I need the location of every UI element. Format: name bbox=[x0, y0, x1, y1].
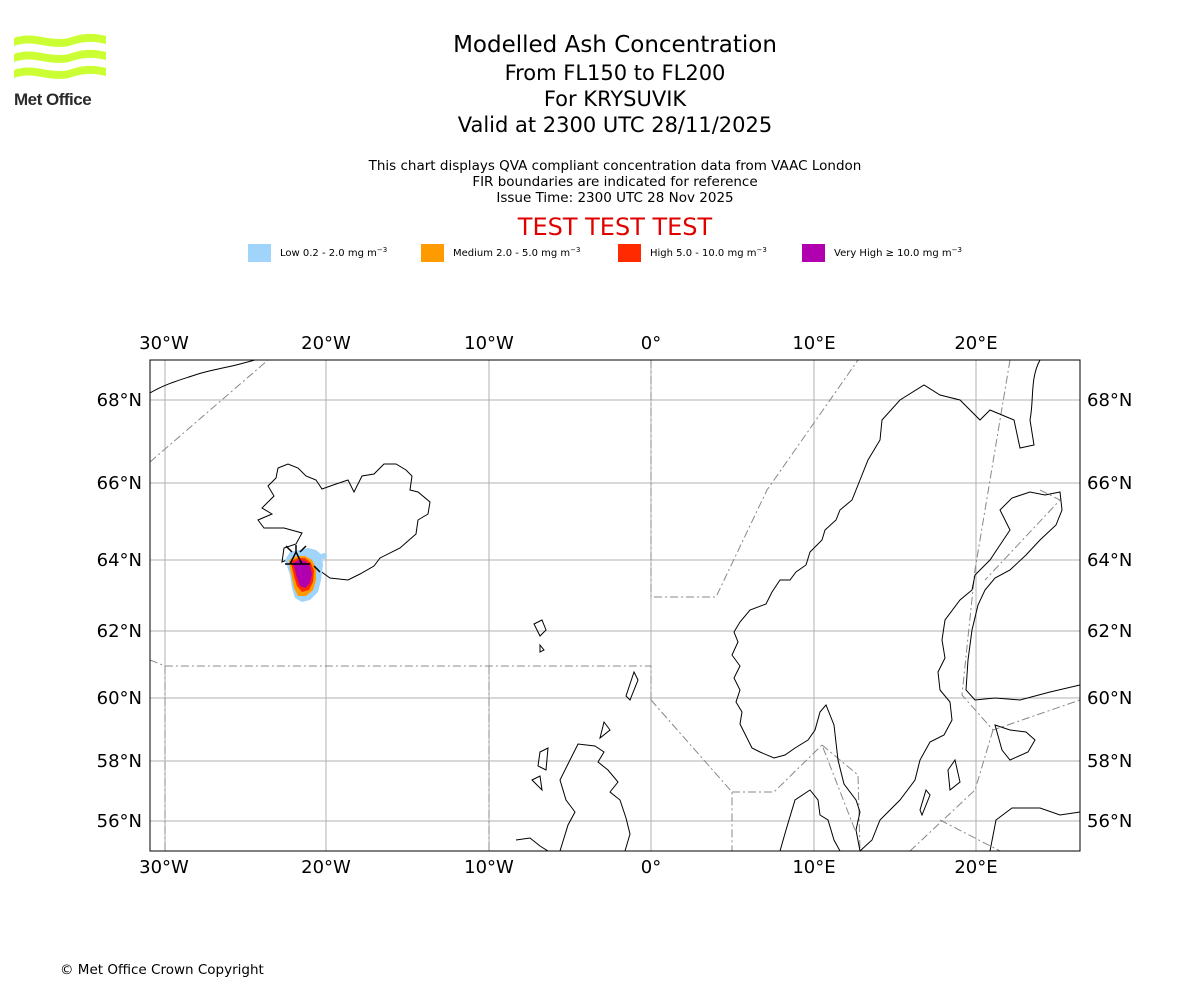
map-frame bbox=[149, 359, 1081, 852]
chart-info: This chart displays QVA compliant concen… bbox=[0, 158, 1200, 206]
info-line-2: FIR boundaries are indicated for referen… bbox=[472, 174, 758, 190]
legend-label-medium: Medium 2.0 - 5.0 mg m−3 bbox=[453, 246, 581, 259]
lat-label-left-68n: 68°N bbox=[97, 390, 142, 411]
flight-levels: From FL150 to FL200 bbox=[504, 61, 726, 85]
ireland-north-coast bbox=[515, 837, 549, 851]
lon-label-bottom-10w: 10°W bbox=[464, 857, 514, 878]
legend-label-low: Low 0.2 - 2.0 mg m−3 bbox=[280, 246, 388, 259]
lon-label-top-0: 0° bbox=[641, 333, 661, 354]
met-office-logo: Met Office bbox=[14, 30, 114, 112]
lat-label-right-64n: 64°N bbox=[1087, 550, 1132, 571]
test-banner: TEST TEST TEST bbox=[517, 213, 713, 241]
lat-label-right-60n: 60°N bbox=[1087, 688, 1132, 709]
legend-swatch-low bbox=[248, 244, 271, 262]
fir-boundary-baltic-south bbox=[939, 819, 1001, 851]
fir-boundary-sweden-finland bbox=[961, 360, 1080, 731]
orkney-coast bbox=[599, 720, 611, 740]
lat-label-right-62n: 62°N bbox=[1087, 621, 1132, 642]
valid-time: Valid at 2300 UTC 28/11/2025 bbox=[457, 113, 773, 137]
lon-label-bottom-30w: 30°W bbox=[139, 857, 189, 878]
lon-label-bottom-10e: 10°E bbox=[792, 857, 835, 878]
shetland-coast bbox=[625, 670, 639, 701]
legend-label-very-high: Very High ≥ 10.0 mg m−3 bbox=[834, 246, 962, 259]
info-line-3: Issue Time: 2300 UTC 28 Nov 2025 bbox=[496, 190, 734, 206]
lat-label-right-68n: 68°N bbox=[1087, 390, 1132, 411]
fir-boundary-north-atlantic bbox=[150, 360, 269, 463]
denmark-coast bbox=[779, 789, 841, 851]
greenland-coast bbox=[150, 360, 256, 394]
lat-label-left-56n: 56°N bbox=[97, 811, 142, 832]
volcano-marker-icon bbox=[285, 545, 321, 573]
fir-boundary-baltic bbox=[909, 729, 994, 851]
gotland-coast bbox=[947, 758, 961, 791]
chart-header: Modelled Ash Concentration From FL150 to… bbox=[0, 30, 1200, 138]
legend-swatch-medium bbox=[421, 244, 444, 262]
fir-boundary-gulf bbox=[984, 489, 1061, 581]
ash-plume bbox=[285, 548, 327, 602]
norway-coast bbox=[731, 360, 1080, 851]
copyright: © Met Office Crown Copyright bbox=[60, 962, 264, 978]
lon-label-top-10e: 10°E bbox=[792, 333, 835, 354]
logo-text: Met Office bbox=[14, 90, 92, 109]
lat-label-right-66n: 66°N bbox=[1087, 473, 1132, 494]
fir-boundary-denmark bbox=[732, 744, 856, 831]
baltic-states-coast bbox=[989, 807, 1080, 851]
lat-label-left-58n: 58°N bbox=[97, 751, 142, 772]
ash-very-high-region bbox=[293, 560, 312, 588]
lon-label-bottom-20w: 20°W bbox=[301, 857, 351, 878]
coastlines bbox=[150, 360, 1080, 851]
lon-label-top-20w: 20°W bbox=[301, 333, 351, 354]
fir-boundary-north-sea bbox=[650, 699, 733, 851]
iceland-coast bbox=[257, 463, 431, 581]
gridlines bbox=[150, 360, 1080, 851]
lat-label-left-62n: 62°N bbox=[97, 621, 142, 642]
sweden-finland-coast bbox=[859, 491, 1080, 851]
lon-label-top-10w: 10°W bbox=[464, 333, 514, 354]
info-line-1: This chart displays QVA compliant concen… bbox=[368, 158, 862, 174]
map-contents bbox=[150, 360, 1080, 851]
fir-boundary-shanwick bbox=[150, 659, 652, 700]
chart-title: Modelled Ash Concentration bbox=[453, 32, 777, 58]
lat-label-right-58n: 58°N bbox=[1087, 751, 1132, 772]
fir-boundary-norway bbox=[650, 360, 859, 598]
legend-swatch-high bbox=[618, 244, 641, 262]
lat-label-left-64n: 64°N bbox=[97, 550, 142, 571]
scotland-coast bbox=[559, 743, 631, 851]
faroe-islands-coast bbox=[533, 619, 547, 653]
lat-label-left-66n: 66°N bbox=[97, 473, 142, 494]
map-axis-labels: 30°W 20°W 10°W 0° 10°E 20°E 30°W 20°W 10… bbox=[97, 333, 1133, 878]
fir-boundary-skagerrak bbox=[821, 744, 861, 851]
met-office-waves-icon bbox=[14, 33, 106, 80]
hebrides-coast bbox=[531, 747, 549, 792]
lon-label-top-20e: 20°E bbox=[954, 333, 997, 354]
lon-label-top-30w: 30°W bbox=[139, 333, 189, 354]
lat-label-left-60n: 60°N bbox=[97, 688, 142, 709]
estonia-coast bbox=[994, 724, 1036, 761]
oland-coast bbox=[919, 788, 931, 817]
ash-low-patch bbox=[321, 553, 327, 559]
lon-label-bottom-20e: 20°E bbox=[954, 857, 997, 878]
lon-label-bottom-0: 0° bbox=[641, 857, 661, 878]
fir-boundaries bbox=[150, 360, 1080, 851]
lat-label-right-56n: 56°N bbox=[1087, 811, 1132, 832]
legend-label-high: High 5.0 - 10.0 mg m−3 bbox=[650, 246, 767, 259]
volcano-name: For KRYSUVIK bbox=[543, 87, 687, 111]
legend-swatch-very-high bbox=[802, 244, 825, 262]
